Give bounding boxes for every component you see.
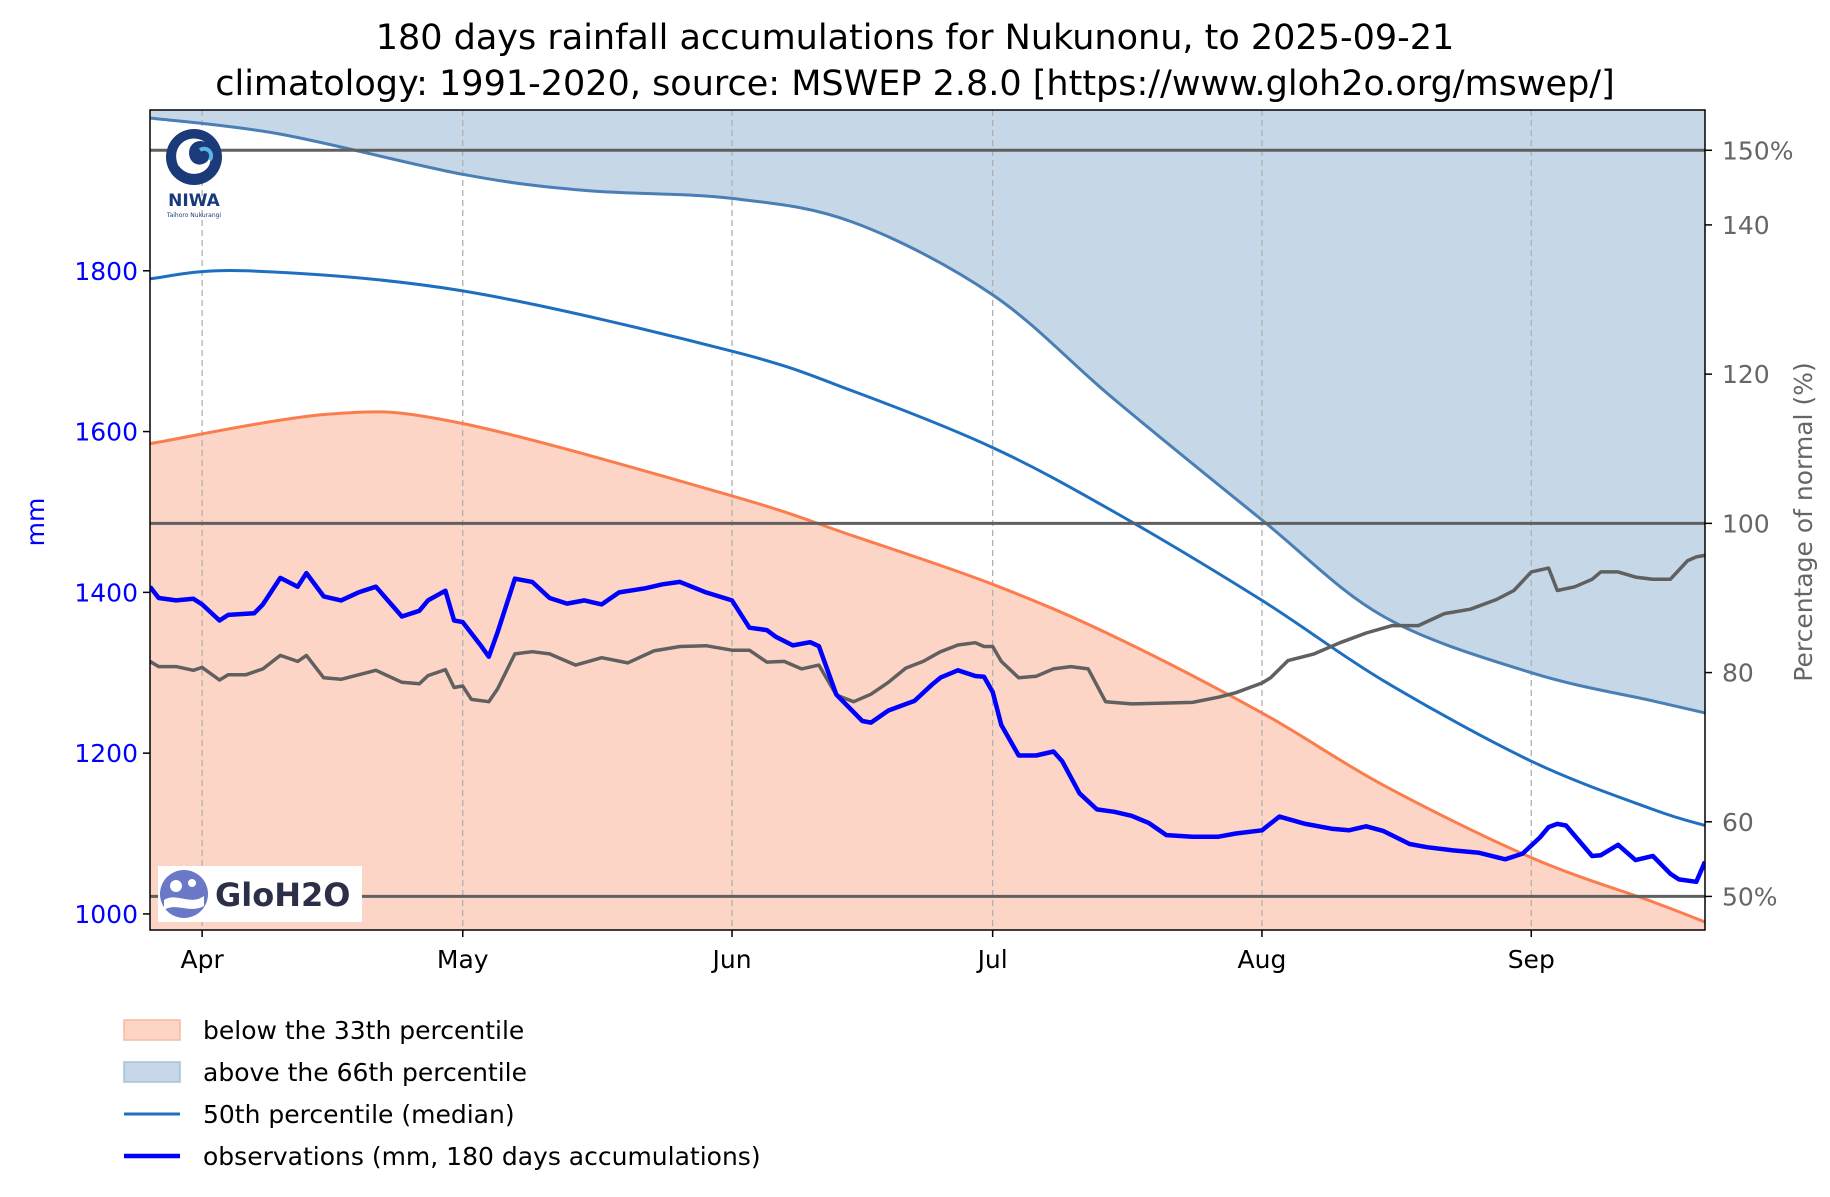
legend-swatch-above xyxy=(123,1061,181,1083)
niwa-logo-text: NIWA xyxy=(168,191,221,211)
legend: below the 33th percentile above the 66th… xyxy=(123,1016,761,1171)
y2-tick-label-100: 100 xyxy=(1722,509,1770,538)
x-tick-label-jun: Jun xyxy=(711,945,752,974)
median-line xyxy=(150,269,1705,827)
gloh2o-logo-text: GloH2O xyxy=(215,876,350,914)
chart-subtitle: climatology: 1991-2020, source: MSWEP 2.… xyxy=(215,64,1615,104)
above-66th-line xyxy=(150,116,1705,715)
below-33rd-line xyxy=(150,410,1705,924)
y2-tick-label-150: 150% xyxy=(1722,136,1793,165)
y2-tick-label-60: 60 xyxy=(1722,808,1754,837)
x-tick-label-sep: Sep xyxy=(1508,945,1555,974)
x-tick-label-jul: Jul xyxy=(976,945,1008,974)
axes: 1000 1200 1400 1600 1800 50% 60 80 100 120 140 150%… xyxy=(74,136,1793,974)
x-tick-label-apr: Apr xyxy=(180,945,224,974)
grid xyxy=(201,110,1532,930)
y-tick-label-1800: 1800 xyxy=(74,257,138,286)
y-tick-label-1200: 1200 xyxy=(74,739,138,768)
niwa-logo: NIWA Taihoro Nukurangi xyxy=(166,129,222,219)
y-tick-label-1000: 1000 xyxy=(74,900,138,929)
niwa-logo-tagline: Taihoro Nukurangi xyxy=(166,212,222,219)
y-axis-label: mm xyxy=(21,498,50,547)
legend-label-below: below the 33th percentile xyxy=(203,1016,524,1045)
observations-line xyxy=(150,570,1705,885)
below-33rd-area xyxy=(150,411,1705,930)
chart-title: 180 days rainfall accumulations for Nuku… xyxy=(376,18,1455,58)
plot-area xyxy=(150,110,1705,930)
above-66th-area xyxy=(150,110,1705,713)
x-tick-label-may: May xyxy=(437,945,489,974)
y2-tick-label-120: 120 xyxy=(1722,360,1770,389)
y-tick-label-1400: 1400 xyxy=(74,578,138,607)
gloh2o-logo: GloH2O xyxy=(158,866,362,922)
legend-swatch-below xyxy=(123,1019,181,1041)
percent-of-normal-line xyxy=(150,553,1705,706)
legend-label-above: above the 66th percentile xyxy=(203,1058,527,1087)
y-tick-label-1600: 1600 xyxy=(74,418,138,447)
y2-tick-label-140: 140 xyxy=(1722,211,1770,240)
y2-tick-label-80: 80 xyxy=(1722,659,1754,688)
y2-tick-label-50: 50% xyxy=(1722,882,1778,911)
x-tick-label-aug: Aug xyxy=(1238,945,1287,974)
data-lines xyxy=(150,116,1705,924)
legend-label-observations: observations (mm, 180 days accumulations… xyxy=(203,1142,761,1171)
y2-axis-label: Percentage of normal (%) xyxy=(1789,362,1818,681)
legend-label-median: 50th percentile (median) xyxy=(203,1100,515,1129)
plot-frame xyxy=(149,109,1706,931)
